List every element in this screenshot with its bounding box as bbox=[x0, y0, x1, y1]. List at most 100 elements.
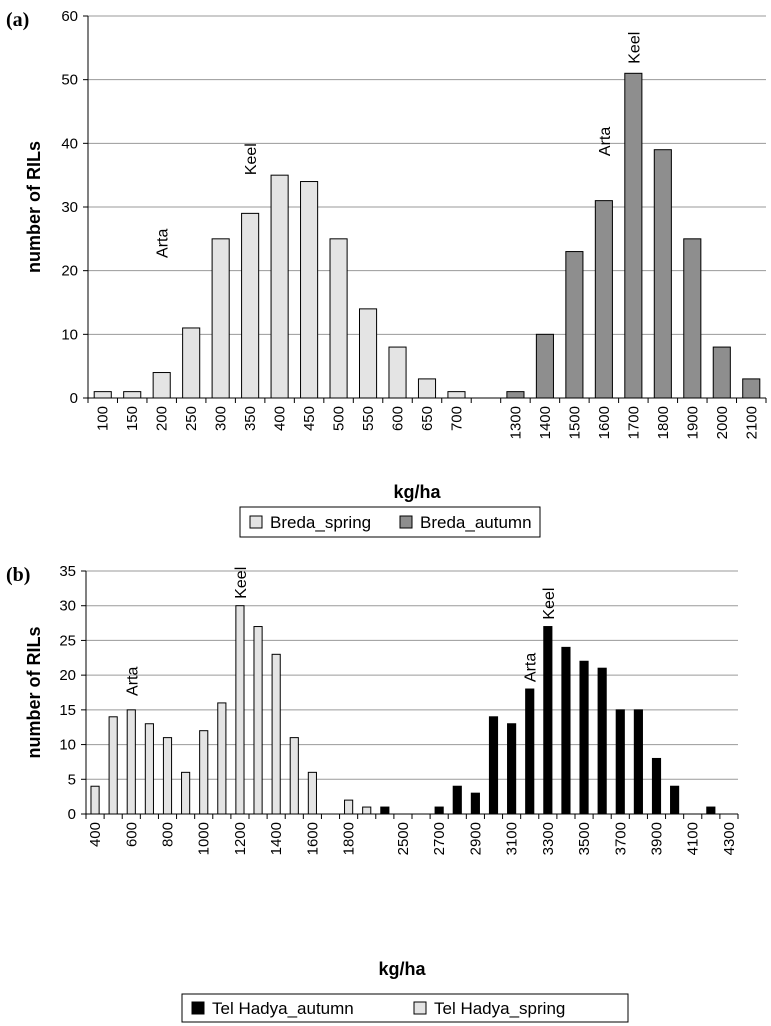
bar-annotation: Arta bbox=[597, 127, 614, 156]
bar bbox=[162, 737, 173, 815]
bar bbox=[417, 378, 437, 399]
legend-swatch bbox=[191, 1001, 205, 1015]
bar bbox=[633, 709, 643, 815]
x-tick-label: 3900 bbox=[649, 822, 666, 855]
legend-entry: Tel Hadya_spring bbox=[434, 999, 565, 1018]
y-axis-title: number of RILs bbox=[24, 141, 44, 273]
bar bbox=[488, 716, 499, 815]
x-tick-label: 1800 bbox=[341, 822, 358, 855]
panel-b-tel-hadya-chart: 0 5 10 15 20 25 30 35 400 600 800 1000 1200 1400 1600 1… bbox=[6, 563, 739, 1023]
bar bbox=[742, 378, 761, 399]
x-tick-label: 3500 bbox=[576, 822, 593, 855]
x-tick-label: 2000 bbox=[714, 406, 731, 439]
x-tick-label: 600 bbox=[123, 822, 140, 847]
bar bbox=[561, 646, 571, 815]
bar bbox=[300, 181, 319, 399]
bar bbox=[525, 688, 535, 815]
bar-annotation: Arta bbox=[155, 228, 172, 257]
x-tick-label: 650 bbox=[419, 406, 436, 431]
bar bbox=[108, 716, 118, 815]
x-tick-label: 1200 bbox=[232, 822, 249, 855]
bar bbox=[329, 238, 348, 399]
legend-entry: Tel Hadya_autumn bbox=[212, 999, 354, 1018]
bar bbox=[289, 737, 299, 815]
x-tick-label: 4100 bbox=[685, 822, 702, 855]
x-tick-label: 3700 bbox=[612, 822, 629, 855]
legend-box bbox=[239, 506, 541, 538]
y-axis-title: number of RILs bbox=[24, 626, 44, 758]
bar bbox=[344, 799, 354, 815]
bar bbox=[358, 308, 378, 399]
bar bbox=[380, 806, 390, 815]
legend-swatch bbox=[249, 515, 263, 529]
bar bbox=[388, 346, 407, 399]
y-tick-label: 0 bbox=[68, 806, 76, 823]
bar-annotation: Keel bbox=[626, 32, 643, 64]
bar bbox=[706, 806, 716, 815]
x-tick-label: 500 bbox=[331, 406, 348, 431]
bar-annotation: Keel bbox=[233, 567, 250, 599]
bar bbox=[594, 200, 613, 399]
y-tick-label: 10 bbox=[61, 326, 78, 343]
bar bbox=[712, 346, 731, 399]
bar bbox=[624, 72, 643, 399]
x-tick-label: 1900 bbox=[684, 406, 701, 439]
x-tick-label: 1500 bbox=[566, 406, 583, 439]
y-tick-label: 10 bbox=[59, 737, 76, 754]
bar bbox=[123, 391, 142, 399]
bar bbox=[597, 667, 607, 815]
bar bbox=[270, 174, 289, 399]
bar-annotation: Keel bbox=[243, 143, 260, 175]
y-tick-label: 20 bbox=[59, 667, 76, 684]
x-tick-label: 1300 bbox=[507, 406, 524, 439]
panel-label: (a) bbox=[6, 9, 29, 31]
x-tick-label: 3300 bbox=[540, 822, 557, 855]
bar bbox=[683, 238, 702, 399]
y-tick-label: 40 bbox=[61, 135, 78, 152]
x-tick-label: 1600 bbox=[596, 406, 613, 439]
bar bbox=[199, 730, 209, 815]
panel-label: (b) bbox=[6, 564, 30, 586]
y-tick-label: 20 bbox=[61, 263, 78, 280]
x-tick-label: 600 bbox=[390, 406, 407, 431]
bar bbox=[126, 709, 136, 815]
panel-a-breda-chart: 0 10 20 30 40 50 60 100 150 200 250 300 350 400 450 500… bbox=[6, 8, 767, 538]
x-tick-label: 1000 bbox=[196, 822, 213, 855]
y-tick-label: 5 bbox=[68, 771, 76, 788]
x-tick-label: 200 bbox=[154, 406, 171, 431]
x-tick-label: 550 bbox=[360, 406, 377, 431]
y-tick-label: 15 bbox=[59, 702, 76, 719]
legend-entry: Breda_autumn bbox=[420, 513, 532, 532]
y-tick-label: 30 bbox=[59, 598, 76, 615]
bar bbox=[181, 771, 191, 815]
x-tick-label: 1400 bbox=[268, 822, 285, 855]
bar bbox=[452, 785, 462, 815]
x-tick-label: 3100 bbox=[504, 822, 521, 855]
bar bbox=[217, 702, 227, 815]
x-tick-label: 2900 bbox=[467, 822, 484, 855]
bar bbox=[362, 806, 372, 815]
x-tick-label: 400 bbox=[272, 406, 289, 431]
x-axis-title: kg/ha bbox=[378, 959, 426, 979]
bar bbox=[543, 626, 553, 815]
bar bbox=[235, 605, 245, 815]
bar bbox=[653, 149, 672, 399]
x-tick-label: 4300 bbox=[721, 822, 738, 855]
bar bbox=[93, 391, 112, 399]
x-tick-label: 1600 bbox=[304, 822, 321, 855]
x-tick-label: 800 bbox=[160, 822, 177, 847]
legend-entry: Breda_spring bbox=[270, 513, 371, 532]
x-tick-label: 1400 bbox=[537, 406, 554, 439]
bar bbox=[579, 660, 589, 815]
x-tick-label: 300 bbox=[213, 406, 230, 431]
legend-box bbox=[181, 993, 629, 1023]
bar bbox=[565, 251, 584, 399]
legend-swatch bbox=[413, 1001, 427, 1015]
x-tick-label: 150 bbox=[124, 406, 141, 431]
legend-swatch bbox=[399, 515, 413, 529]
x-tick-label: 2500 bbox=[395, 822, 412, 855]
bar bbox=[253, 626, 263, 815]
x-tick-label: 1700 bbox=[625, 406, 642, 439]
x-tick-label: 350 bbox=[242, 406, 259, 431]
